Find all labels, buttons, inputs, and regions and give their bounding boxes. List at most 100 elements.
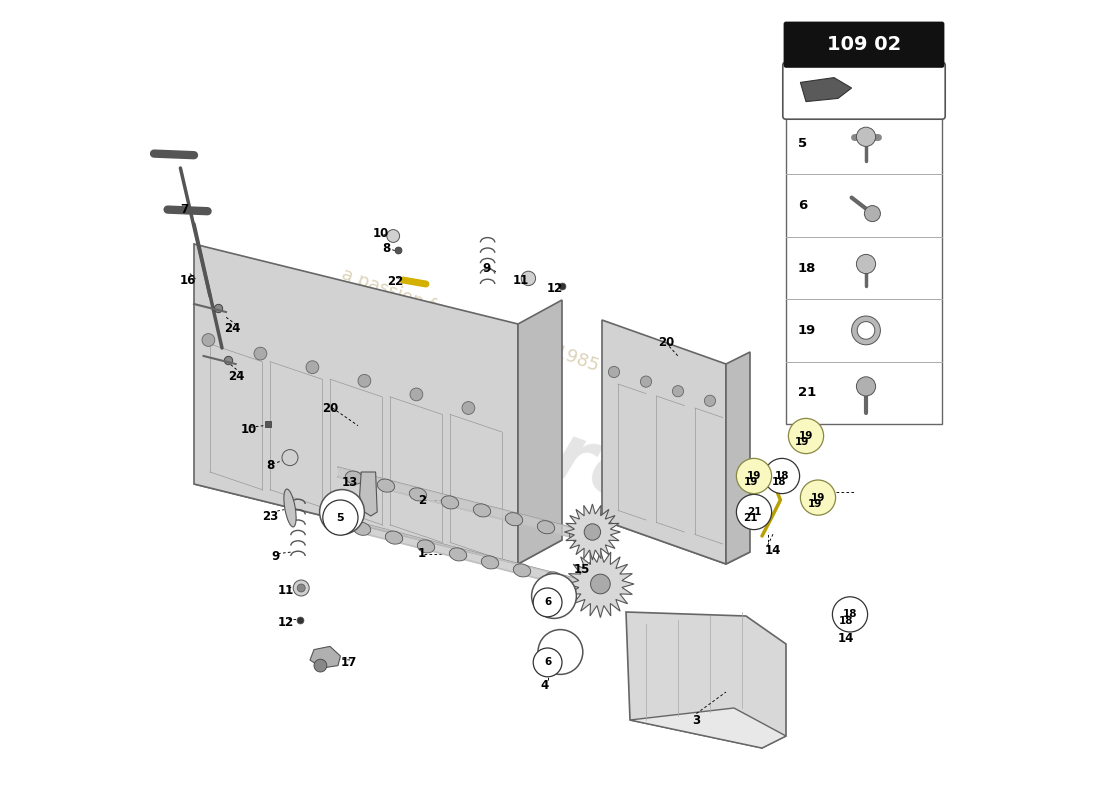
Circle shape (857, 254, 876, 274)
Circle shape (584, 524, 601, 540)
Text: 9: 9 (483, 262, 491, 274)
Circle shape (306, 361, 319, 374)
Circle shape (358, 374, 371, 387)
Ellipse shape (449, 548, 466, 561)
Polygon shape (801, 78, 851, 102)
Polygon shape (194, 460, 562, 564)
Circle shape (801, 480, 836, 515)
Text: 5: 5 (337, 513, 344, 522)
Polygon shape (518, 300, 562, 564)
Circle shape (282, 450, 298, 466)
Text: 14: 14 (838, 632, 855, 645)
Text: 18: 18 (838, 616, 854, 626)
Polygon shape (310, 646, 340, 668)
Ellipse shape (570, 530, 586, 542)
Circle shape (672, 386, 683, 397)
Circle shape (764, 458, 800, 494)
Text: 6: 6 (544, 658, 551, 667)
Text: 2: 2 (418, 494, 426, 506)
Text: 7: 7 (180, 203, 188, 216)
Circle shape (462, 402, 475, 414)
Text: 10: 10 (240, 423, 256, 436)
Circle shape (704, 395, 716, 406)
Text: 109 02: 109 02 (827, 35, 901, 54)
Text: 19: 19 (799, 431, 813, 441)
Text: 19: 19 (798, 324, 816, 337)
Text: 9: 9 (272, 550, 279, 562)
Text: 20: 20 (322, 402, 338, 414)
Ellipse shape (578, 580, 595, 593)
Text: 12: 12 (547, 282, 563, 294)
Text: 14: 14 (764, 544, 781, 557)
Circle shape (833, 597, 868, 632)
Polygon shape (626, 612, 786, 748)
Text: 19: 19 (747, 471, 761, 481)
Text: 10: 10 (372, 227, 388, 240)
Text: 16: 16 (179, 274, 196, 286)
Circle shape (736, 458, 771, 494)
Text: 19: 19 (744, 478, 758, 487)
Text: 24: 24 (224, 322, 241, 334)
Circle shape (789, 418, 824, 454)
FancyBboxPatch shape (786, 112, 942, 424)
Text: eurospares: eurospares (210, 296, 698, 536)
Text: 8: 8 (382, 242, 390, 254)
Polygon shape (602, 508, 750, 564)
FancyBboxPatch shape (783, 22, 945, 68)
Polygon shape (564, 504, 620, 560)
Ellipse shape (284, 489, 296, 527)
Circle shape (521, 271, 536, 286)
Circle shape (857, 377, 876, 396)
Text: 19: 19 (811, 493, 825, 502)
Text: 11: 11 (278, 584, 294, 597)
Circle shape (608, 366, 619, 378)
Text: 22: 22 (387, 275, 403, 288)
Circle shape (314, 659, 327, 672)
Text: 8: 8 (266, 459, 274, 472)
Ellipse shape (441, 496, 459, 509)
Ellipse shape (514, 564, 530, 577)
Circle shape (640, 376, 651, 387)
Text: a passion for parts since 1985: a passion for parts since 1985 (339, 265, 602, 375)
Text: 1: 1 (418, 547, 426, 560)
Text: 18: 18 (798, 262, 816, 274)
Text: 21: 21 (747, 507, 761, 517)
FancyBboxPatch shape (783, 62, 945, 119)
Circle shape (202, 334, 215, 346)
Text: 18: 18 (771, 478, 786, 487)
Circle shape (857, 127, 876, 146)
Ellipse shape (473, 504, 491, 517)
Ellipse shape (546, 572, 563, 585)
Circle shape (531, 574, 576, 618)
Text: 18: 18 (774, 471, 790, 481)
Circle shape (736, 494, 771, 530)
Polygon shape (360, 472, 377, 516)
Text: 20: 20 (658, 336, 674, 349)
Text: 13: 13 (342, 476, 359, 489)
Circle shape (591, 574, 611, 594)
Circle shape (320, 490, 364, 534)
Text: 6: 6 (544, 598, 551, 607)
Circle shape (294, 580, 309, 596)
Text: 3: 3 (692, 714, 701, 726)
Circle shape (534, 648, 562, 677)
Circle shape (387, 230, 399, 242)
Polygon shape (194, 244, 518, 564)
Text: 17: 17 (341, 656, 358, 669)
Ellipse shape (353, 522, 371, 535)
Text: 21: 21 (798, 386, 816, 399)
Circle shape (538, 630, 583, 674)
Circle shape (865, 206, 880, 222)
Text: 11: 11 (513, 274, 528, 286)
Circle shape (322, 500, 358, 535)
Ellipse shape (345, 471, 363, 484)
Text: 4: 4 (540, 679, 549, 692)
Text: 5: 5 (798, 137, 807, 150)
Text: 19: 19 (795, 438, 810, 447)
Ellipse shape (385, 531, 403, 544)
Circle shape (410, 388, 422, 401)
Text: 18: 18 (843, 610, 857, 619)
Text: 23: 23 (262, 510, 278, 522)
Ellipse shape (505, 513, 522, 526)
Circle shape (254, 347, 267, 360)
